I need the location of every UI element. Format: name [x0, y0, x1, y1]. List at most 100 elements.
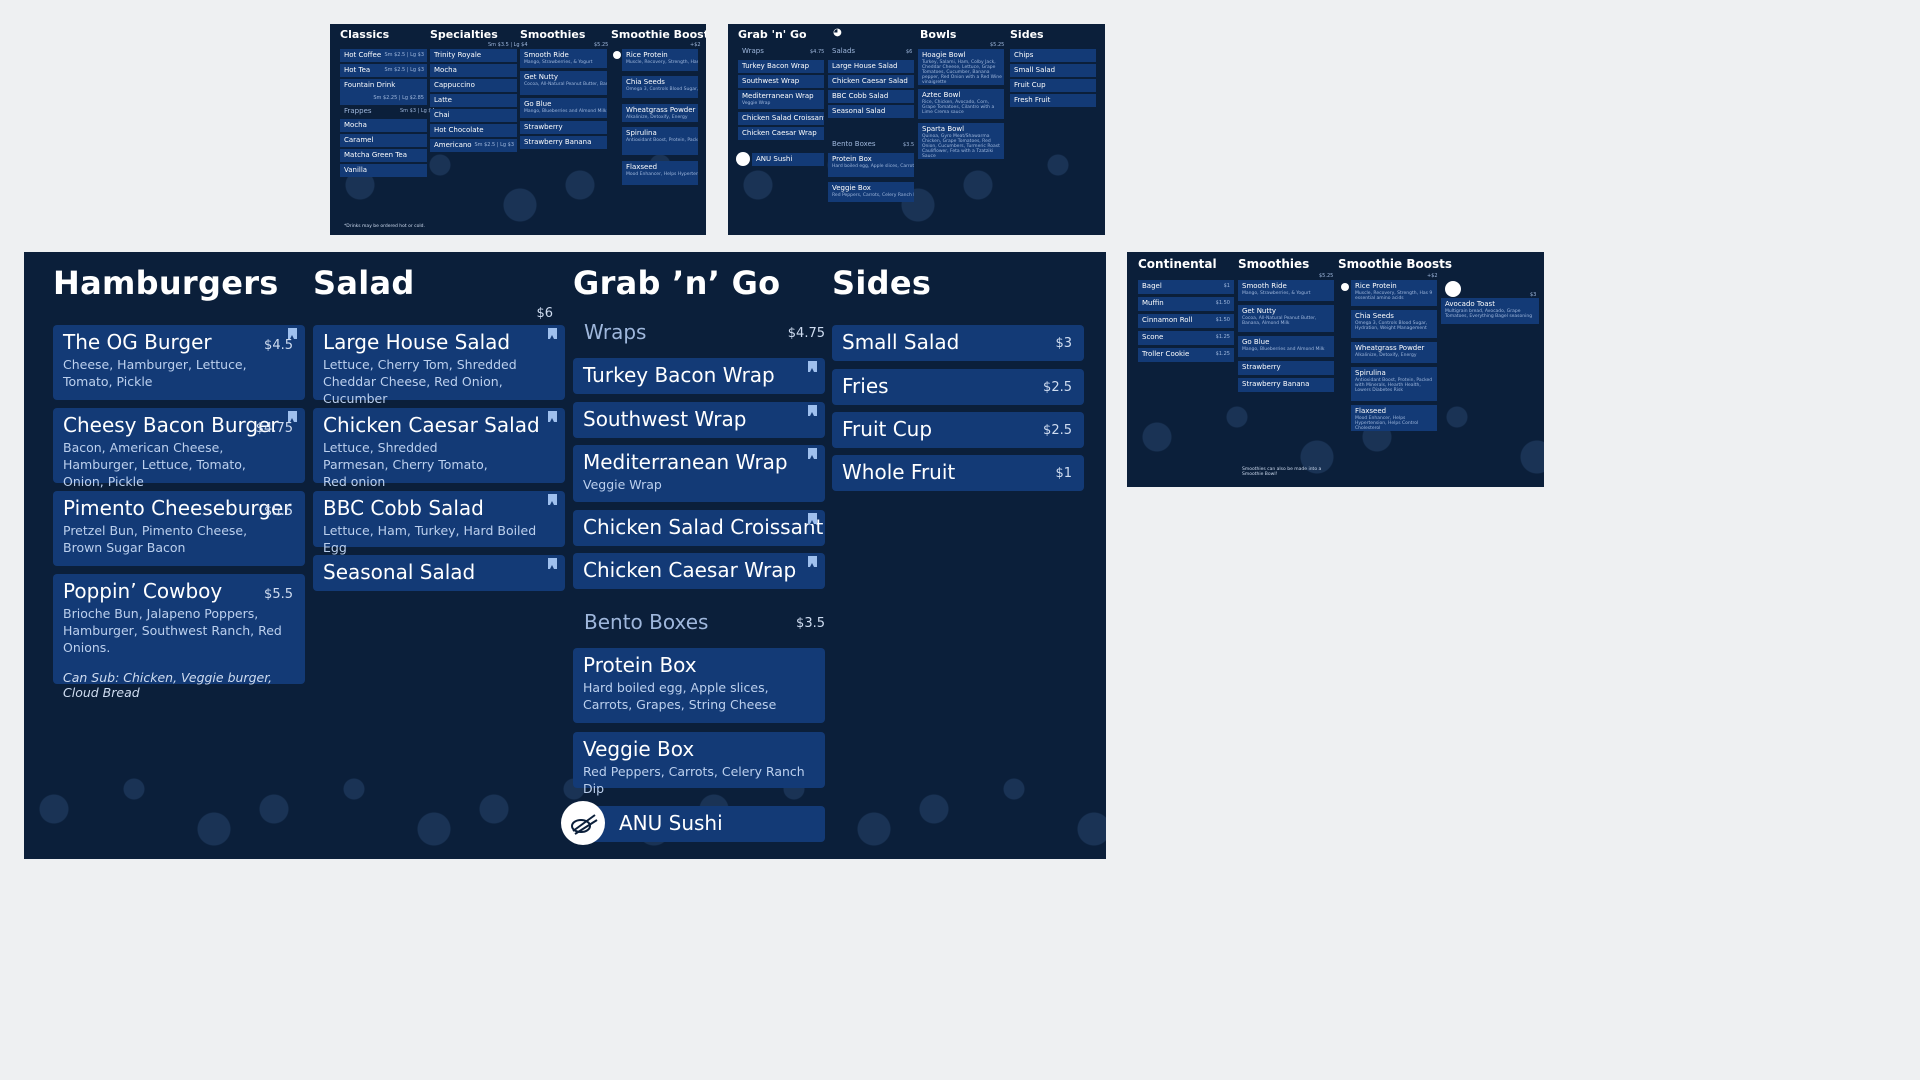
- subsection-label: Frappes: [344, 107, 372, 115]
- price: $5.5: [264, 587, 293, 602]
- menu-board-grab-n-go-bowls[interactable]: Grab 'n' Go ◕ Bowls Sides Wraps $4.75 Tu…: [728, 24, 1105, 235]
- section-title: Salad: [313, 264, 415, 302]
- bookmark-icon: [288, 411, 297, 422]
- menu-item: Troller Cookie $1.25: [1138, 348, 1234, 362]
- menu-item[interactable]: Whole Fruit $1: [832, 455, 1084, 491]
- price: $1: [1055, 466, 1072, 481]
- price: Sm $3.5 | Lg $4: [488, 42, 528, 48]
- menu-item[interactable]: Poppin’ Cowboy $5.5 Brioche Bun, Jalapen…: [53, 574, 305, 700]
- menu-item[interactable]: ANU Sushi: [573, 806, 825, 842]
- col-header: Continental: [1138, 257, 1217, 271]
- menu-item: ANU Sushi: [752, 153, 824, 166]
- sushi-icon: [736, 152, 750, 166]
- menu-item: Seasonal Salad: [828, 105, 914, 118]
- menu-item: BBC Cobb Salad: [828, 90, 914, 103]
- bowl-item: Aztec Bowl Rice, Chicken, Avocado, Corn, …: [918, 89, 1004, 119]
- menu-item[interactable]: Protein Box Hard boiled egg, Apple slice…: [573, 648, 825, 723]
- menu-item[interactable]: Chicken Salad Croissant: [573, 510, 825, 546]
- col-header: Smoothies: [1238, 257, 1310, 271]
- menu-item[interactable]: Pimento Cheeseburger $5.5 Pretzel Bun, P…: [53, 491, 305, 566]
- menu-item: Caramel: [340, 134, 427, 147]
- rice-protein-icon: [1341, 283, 1349, 291]
- boost-item: Wheatgrass Powder Alkalinize, Detoxify, E…: [622, 104, 698, 122]
- menu-item[interactable]: Cheesy Bacon Burger $4.75 Bacon, America…: [53, 408, 305, 489]
- boost-item: Wheatgrass Powder Alkalinize, Detoxify, E…: [1351, 342, 1437, 363]
- menu-item: Get Nutty Cocoa, All-Natural Peanut Butte…: [1238, 305, 1334, 332]
- menu-item: Chips: [1010, 49, 1096, 62]
- menu-item[interactable]: Mediterranean Wrap Veggie Wrap: [573, 445, 825, 502]
- menu-item: Cinnamon Roll $1.50: [1138, 314, 1234, 328]
- menu-item[interactable]: BBC Cobb Salad Lettuce, Ham, Turkey, Har…: [313, 491, 565, 555]
- menu-item: Fountain Drink Sm $2.25 | Lg $2.85: [340, 79, 427, 105]
- menu-item: Get Nutty Cocoa, All-Natural Peanut Butte…: [520, 71, 607, 95]
- price: +$2: [1427, 273, 1438, 279]
- col-header: Specialties: [430, 28, 498, 41]
- menu-item: Chicken Salad Croissant: [738, 112, 824, 125]
- menu-item: Strawberry Banana: [1238, 378, 1334, 392]
- menu-item: Small Salad: [1010, 64, 1096, 77]
- subsection-label: Salads: [832, 47, 856, 55]
- col-header: Smoothie Boosts: [1338, 257, 1452, 271]
- rice-protein-icon: [613, 51, 621, 59]
- menu-item[interactable]: The OG Burger $4.5 Cheese, Hamburger, Le…: [53, 325, 305, 400]
- price: $3: [1530, 292, 1537, 298]
- boost-item: Chia Seeds Omega 3, Controls Blood Sugar,…: [622, 76, 698, 98]
- bookmark-icon: [548, 411, 557, 422]
- menu-board-continental[interactable]: Continental Smoothies Smoothie Boosts $5…: [1127, 252, 1544, 487]
- menu-item[interactable]: Veggie Box Red Peppers, Carrots, Celery …: [573, 732, 825, 796]
- price: $4.75: [810, 49, 825, 55]
- price: $4.75: [787, 326, 825, 341]
- salad-bowl-icon: ◕: [833, 27, 842, 38]
- menu-item: Fresh Fruit: [1010, 94, 1096, 107]
- avocado-toast-icon: [1445, 281, 1461, 297]
- col-header: Smoothie Boosts: [611, 28, 706, 41]
- doodle-pattern: [728, 125, 1105, 235]
- menu-item[interactable]: Small Salad $3: [832, 325, 1084, 361]
- boost-item: Rice Protein Muscle, Recovery, Strength, …: [1351, 280, 1437, 306]
- boost-item: Rice Protein Muscle, Recovery, Strength, …: [622, 49, 698, 71]
- menu-item[interactable]: Fruit Cup $2.5: [832, 412, 1084, 448]
- menu-item[interactable]: Chicken Caesar Wrap: [573, 553, 825, 589]
- bookmark-icon: [548, 558, 557, 569]
- section-title: Hamburgers: [53, 264, 279, 302]
- menu-item: Bagel $1: [1138, 280, 1234, 294]
- price: $3.5: [903, 142, 915, 148]
- menu-board-drinks[interactable]: Classics Specialties Smoothies Smoothie …: [330, 24, 706, 235]
- menu-item: Strawberry: [1238, 361, 1334, 375]
- col-header: Bowls: [920, 28, 957, 41]
- section-title: Grab ’n’ Go: [573, 264, 781, 302]
- menu-item[interactable]: Turkey Bacon Wrap: [573, 358, 825, 394]
- menu-item: Trinity Royale: [430, 49, 517, 62]
- menu-item: Latte: [430, 94, 517, 107]
- subsection-label: Wraps: [584, 320, 647, 344]
- section-title: Sides: [832, 264, 932, 302]
- bookmark-icon: [808, 405, 817, 416]
- menu-item[interactable]: Seasonal Salad: [313, 555, 565, 591]
- menu-item: Scone $1.25: [1138, 331, 1234, 345]
- footnote: *Drinks may be ordered hot or cold.: [344, 224, 425, 229]
- price: $5.25: [990, 42, 1005, 48]
- menu-item[interactable]: Southwest Wrap: [573, 402, 825, 438]
- col-header: Smoothies: [520, 28, 586, 41]
- subsection-label: Wraps: [742, 47, 764, 55]
- price: $3.5: [796, 616, 825, 631]
- col-header: Classics: [340, 28, 390, 41]
- menu-board-hamburgers[interactable]: Hamburgers The OG Burger $4.5 Cheese, Ha…: [24, 252, 1106, 859]
- menu-item: Avocado Toast Multigrain bread, Avocado, …: [1441, 298, 1539, 324]
- bookmark-icon: [808, 361, 817, 372]
- bowl-item: Sparta Bowl Quinoa, Gyro Meat/Shawarma Ch…: [918, 123, 1004, 159]
- price: $6: [536, 306, 553, 321]
- menu-item[interactable]: Large House Salad Lettuce, Cherry Tom, S…: [313, 325, 565, 406]
- subsection-label: Bento Boxes: [584, 610, 709, 634]
- substitution-note: Can Sub: Chicken, Veggie burger, Cloud B…: [63, 670, 273, 700]
- bookmark-icon: [548, 328, 557, 339]
- menu-item: Hot Tea Sm $2.5 | Lg $3: [340, 64, 427, 77]
- menu-item[interactable]: Fries $2.5: [832, 369, 1084, 405]
- menu-item: Chai: [430, 109, 517, 122]
- menu-item: Chicken Caesar Salad: [828, 75, 914, 88]
- menu-item[interactable]: Chicken Caesar Salad Lettuce, Shredded P…: [313, 408, 565, 489]
- menu-item: Mocha: [340, 119, 427, 132]
- price: $5.25: [1319, 273, 1334, 279]
- menu-item: Hot Coffee Sm $2.5 | Lg $3: [340, 49, 427, 62]
